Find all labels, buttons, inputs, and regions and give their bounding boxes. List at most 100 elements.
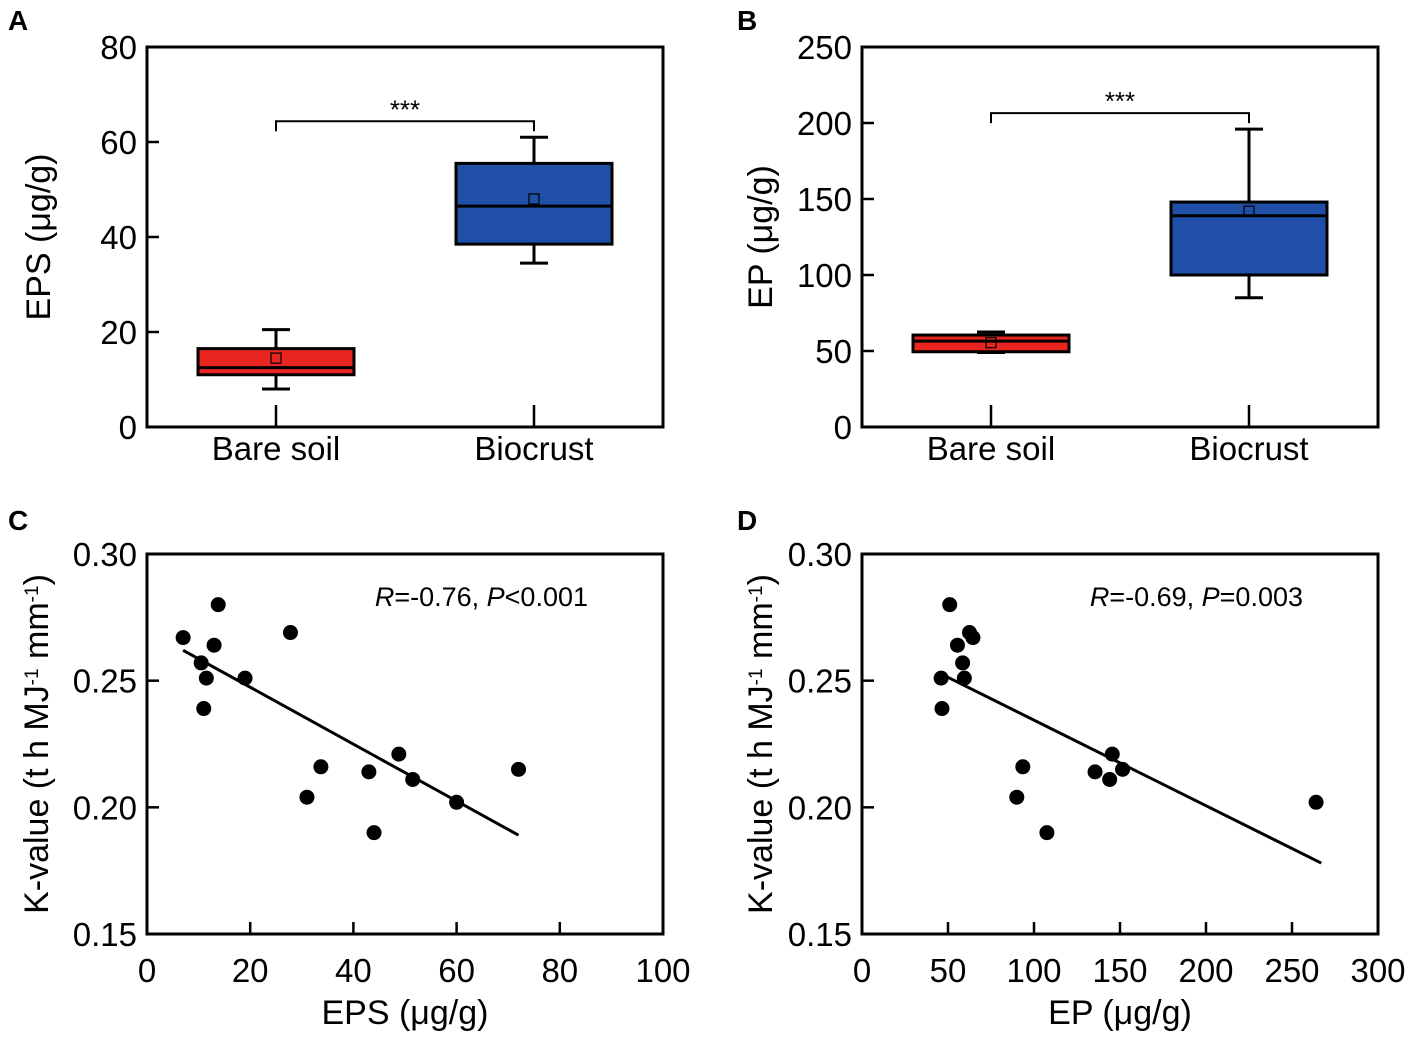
plot-frame <box>860 45 1380 429</box>
stats-annotation: R=-0.69, P=0.003 <box>1090 582 1303 612</box>
y-axis-title: K-value (t h MJ-1 mm-1) <box>18 574 56 914</box>
data-point <box>965 630 981 646</box>
y-tick-label: 250 <box>797 29 852 66</box>
data-point <box>934 701 950 717</box>
y-axis-title-ylabel-end: ) <box>742 574 780 585</box>
x-tick-label: Bare soil <box>927 430 1055 467</box>
r-value: =-0.69, <box>1109 582 1201 612</box>
x-tick-label: 60 <box>438 952 475 989</box>
r-label: R <box>375 582 395 612</box>
y-tick-label: 0 <box>119 409 137 446</box>
y-tick-label: 0.15 <box>788 916 852 953</box>
data-point <box>942 597 958 613</box>
data-point <box>511 761 527 777</box>
significance-bracket <box>990 112 1250 124</box>
data-point <box>1015 759 1031 775</box>
y-tick-label: 40 <box>100 219 137 256</box>
y-axis-title: EPS (μg/g) <box>20 154 58 321</box>
x-tick-label: 150 <box>1092 952 1147 989</box>
data-point <box>175 630 191 646</box>
y-axis-title-ylabel-sup1: -1 <box>22 668 43 685</box>
x-axis-title: EP (μg/g) <box>1048 994 1192 1032</box>
x-tick-label: 20 <box>232 952 269 989</box>
panel-a: A 0 20 40 60 80 Bare soil Biocrust *** EPS (μg/g) <box>8 5 665 467</box>
data-point <box>206 637 222 653</box>
plot-frame <box>860 552 1380 936</box>
p-label: P <box>1202 582 1220 612</box>
y-axis-title-ylabel-mid: mm <box>18 602 56 668</box>
p-label: P <box>487 582 505 612</box>
significance-bracket <box>275 120 535 132</box>
x-tick-label: Bare soil <box>212 430 340 467</box>
data-point <box>198 670 214 686</box>
data-point <box>956 670 972 686</box>
data-point <box>1102 771 1118 787</box>
panel-letter: D <box>737 505 757 536</box>
x-tick-label: 80 <box>541 952 578 989</box>
mean-marker <box>270 352 282 364</box>
x-tick-label: 300 <box>1350 952 1405 989</box>
data-point <box>282 625 298 641</box>
data-point <box>313 759 329 775</box>
y-axis-title-ylabel-end: ) <box>18 574 56 585</box>
y-tick-label: 0.15 <box>73 916 137 953</box>
r-label: R <box>1090 582 1110 612</box>
data-point <box>196 701 212 717</box>
y-tick-label: 100 <box>797 257 852 294</box>
x-tick-label: 40 <box>335 952 372 989</box>
y-tick-label: 60 <box>100 124 137 161</box>
regression-line <box>182 648 520 837</box>
panel-letter: A <box>8 5 28 36</box>
regression-line <box>938 671 1322 865</box>
mean-marker <box>528 193 540 205</box>
data-point <box>955 655 971 671</box>
y-axis-title-ylabel-mid: mm <box>742 602 780 668</box>
panel-d: D 0.15 0.20 0.25 0.30 0 50 100 150 200 250 300 EP (μ… <box>737 505 1406 1032</box>
x-tick-label: 50 <box>930 952 967 989</box>
x-tick-label: 200 <box>1178 952 1233 989</box>
p-value: <0.001 <box>505 582 588 612</box>
mean-marker <box>1243 205 1255 217</box>
data-point <box>1009 789 1025 805</box>
data-point <box>1308 794 1324 810</box>
box-bare-soil <box>911 330 1071 355</box>
data-point <box>299 789 315 805</box>
y-tick-label: 0.25 <box>73 663 137 700</box>
x-tick-label: 100 <box>635 952 690 989</box>
data-point <box>210 597 226 613</box>
x-tick-label: 0 <box>138 952 156 989</box>
r-value: =-0.76, <box>394 582 486 612</box>
box-biocrust <box>454 135 614 265</box>
y-tick-label: 150 <box>797 181 852 218</box>
y-tick-label: 0 <box>834 409 852 446</box>
significance-stars: *** <box>1105 86 1135 116</box>
data-point <box>391 746 407 762</box>
box-body <box>911 333 1071 354</box>
y-tick-label: 0.30 <box>788 536 852 573</box>
data-point <box>366 825 382 841</box>
y-axis-title: K-value (t h MJ-1 mm-1) <box>742 574 780 914</box>
box-bare-soil <box>196 328 356 391</box>
x-tick-label: Biocrust <box>1189 430 1308 467</box>
x-tick-label: Biocrust <box>474 430 593 467</box>
mean-marker <box>985 337 997 349</box>
plot-frame <box>145 552 665 936</box>
y-axis-title-ylabel-sup2: -1 <box>22 585 43 602</box>
y-tick-label: 0.20 <box>788 789 852 826</box>
panel-letter: B <box>737 5 757 36</box>
plot-frame <box>145 45 665 429</box>
y-tick-label: 0.30 <box>73 536 137 573</box>
y-axis-title-ylabel-sup2: -1 <box>746 585 767 602</box>
y-axis-title-ylabel: K-value (t h MJ <box>18 685 56 914</box>
data-point <box>361 764 377 780</box>
significance-stars: *** <box>390 94 420 124</box>
x-tick-label: 250 <box>1264 952 1319 989</box>
y-tick-label: 20 <box>100 314 137 351</box>
y-tick-label: 50 <box>815 333 852 370</box>
data-point <box>949 637 965 653</box>
data-point <box>1039 825 1055 841</box>
y-axis-title: EP (μg/g) <box>742 165 780 309</box>
box-body <box>1169 200 1329 277</box>
y-tick-label: 0.20 <box>73 789 137 826</box>
y-tick-label: 80 <box>100 29 137 66</box>
